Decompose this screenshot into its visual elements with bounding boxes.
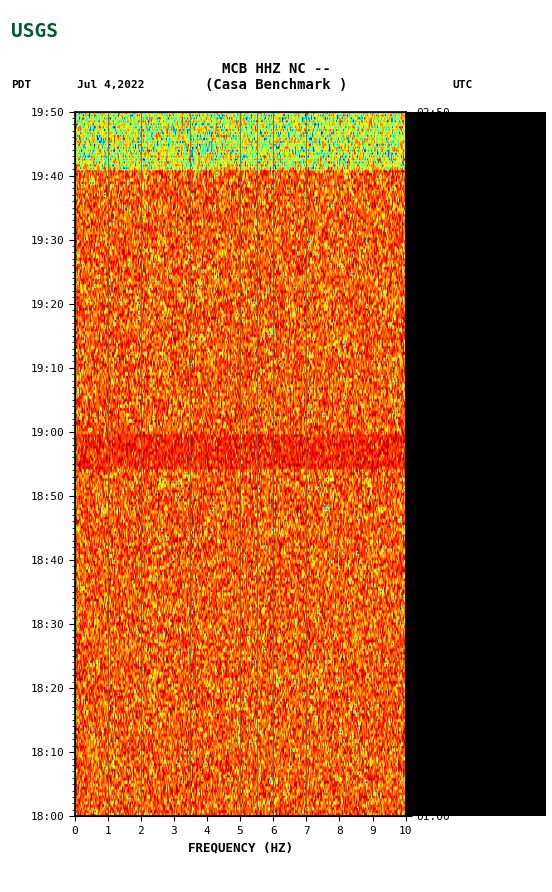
- X-axis label: FREQUENCY (HZ): FREQUENCY (HZ): [188, 841, 293, 855]
- Text: USGS: USGS: [11, 21, 58, 41]
- Text: MCB HHZ NC --: MCB HHZ NC --: [221, 62, 331, 76]
- Text: UTC: UTC: [453, 79, 473, 90]
- Text: PDT: PDT: [11, 79, 31, 90]
- Text: (Casa Benchmark ): (Casa Benchmark ): [205, 78, 347, 92]
- Text: Jul 4,2022: Jul 4,2022: [77, 79, 145, 90]
